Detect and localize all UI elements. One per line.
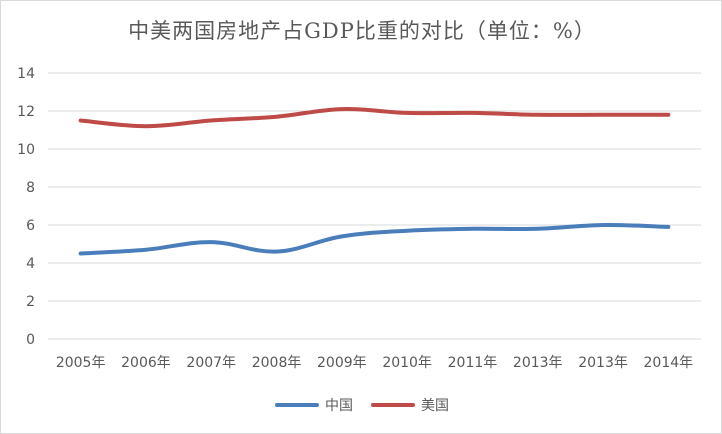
data-point-china-8 bbox=[601, 223, 605, 227]
data-point-usa-2 bbox=[209, 119, 213, 123]
data-point-china-0 bbox=[79, 252, 83, 256]
y-tick-label-14: 14 bbox=[17, 66, 35, 82]
data-point-usa-5 bbox=[405, 111, 409, 115]
legend-label-usa: 美国 bbox=[421, 398, 449, 414]
data-point-usa-9 bbox=[666, 113, 670, 117]
chart-title: 中美两国房地产占GDP比重的对比（单位：%） bbox=[128, 19, 596, 43]
data-point-china-6 bbox=[470, 227, 474, 231]
x-tick-label-5: 2010年 bbox=[382, 355, 432, 371]
chart-legend: 中国 美国 bbox=[1, 395, 721, 415]
y-tick-label-10: 10 bbox=[17, 142, 35, 158]
data-point-china-7 bbox=[536, 227, 540, 231]
data-point-usa-7 bbox=[536, 113, 540, 117]
data-point-china-9 bbox=[666, 225, 670, 229]
x-tick-label-9: 2014年 bbox=[644, 355, 694, 371]
data-point-usa-4 bbox=[340, 107, 344, 111]
data-point-usa-3 bbox=[275, 115, 279, 119]
y-tick-label-2: 2 bbox=[26, 294, 35, 310]
series-line-usa bbox=[78, 107, 671, 129]
data-point-china-3 bbox=[275, 250, 279, 254]
legend-item-usa: 美国 bbox=[371, 395, 449, 415]
data-point-usa-8 bbox=[601, 113, 605, 117]
legend-item-china: 中国 bbox=[275, 395, 353, 415]
y-tick-label-8: 8 bbox=[26, 180, 35, 196]
data-point-china-1 bbox=[144, 248, 148, 252]
x-tick-label-6: 2011年 bbox=[448, 355, 498, 371]
y-tick-label-6: 6 bbox=[26, 218, 35, 234]
y-tick-label-0: 0 bbox=[26, 332, 35, 348]
x-tick-label-1: 2006年 bbox=[121, 355, 171, 371]
legend-swatch-usa bbox=[371, 403, 415, 407]
x-tick-label-7: 2013年 bbox=[513, 355, 563, 371]
data-point-china-5 bbox=[405, 229, 409, 233]
legend-label-china: 中国 bbox=[325, 398, 353, 414]
data-point-china-2 bbox=[209, 240, 213, 244]
series-line-china bbox=[78, 222, 671, 256]
data-point-usa-1 bbox=[144, 124, 148, 128]
legend-swatch-china bbox=[275, 403, 319, 407]
data-point-china-4 bbox=[340, 234, 344, 238]
x-tick-label-4: 2009年 bbox=[317, 355, 367, 371]
data-point-usa-6 bbox=[470, 111, 474, 115]
y-tick-label-4: 4 bbox=[26, 256, 35, 272]
x-tick-label-2: 2007年 bbox=[186, 355, 236, 371]
x-tick-label-8: 2013年 bbox=[578, 355, 628, 371]
data-point-usa-0 bbox=[79, 119, 83, 123]
x-tick-label-3: 2008年 bbox=[252, 355, 302, 371]
y-tick-label-12: 12 bbox=[17, 104, 35, 120]
x-tick-label-0: 2005年 bbox=[56, 355, 106, 371]
